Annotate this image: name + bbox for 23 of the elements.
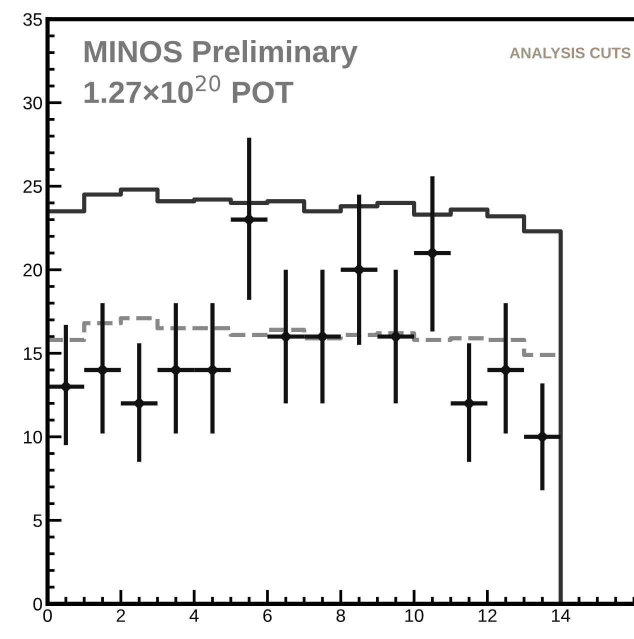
x-tick-label: 4 <box>190 609 199 622</box>
annotation: ANALYSIS CUTS <box>510 48 630 58</box>
y-tick-label: 0 <box>33 598 42 611</box>
x-tick-label: 14 <box>552 609 570 622</box>
y-tick-label: 30 <box>23 96 42 110</box>
x-tick-label: 12 <box>478 609 497 622</box>
point <box>536 430 548 443</box>
annotation: MINOS Preliminary <box>84 40 358 68</box>
y-tick-label: 5 <box>33 514 42 528</box>
x-tick-label: 0 <box>43 609 52 622</box>
annotation: 1.27×10$^{20}$ POT <box>84 75 294 104</box>
point <box>60 380 72 393</box>
x-tick-label: 8 <box>336 609 346 622</box>
x-tick-label: 10 <box>405 609 424 622</box>
y-tick-label: 25 <box>24 180 42 193</box>
point <box>353 264 366 276</box>
y-tick-label: 20 <box>24 264 42 276</box>
y-tick-label: 10 <box>24 430 42 444</box>
x-tick-label: 2 <box>116 609 125 622</box>
y-tick-label: 35 <box>23 13 42 26</box>
point <box>133 397 146 410</box>
x-tick-label: 6 <box>263 609 272 622</box>
y-tick-label: 15 <box>24 347 42 360</box>
